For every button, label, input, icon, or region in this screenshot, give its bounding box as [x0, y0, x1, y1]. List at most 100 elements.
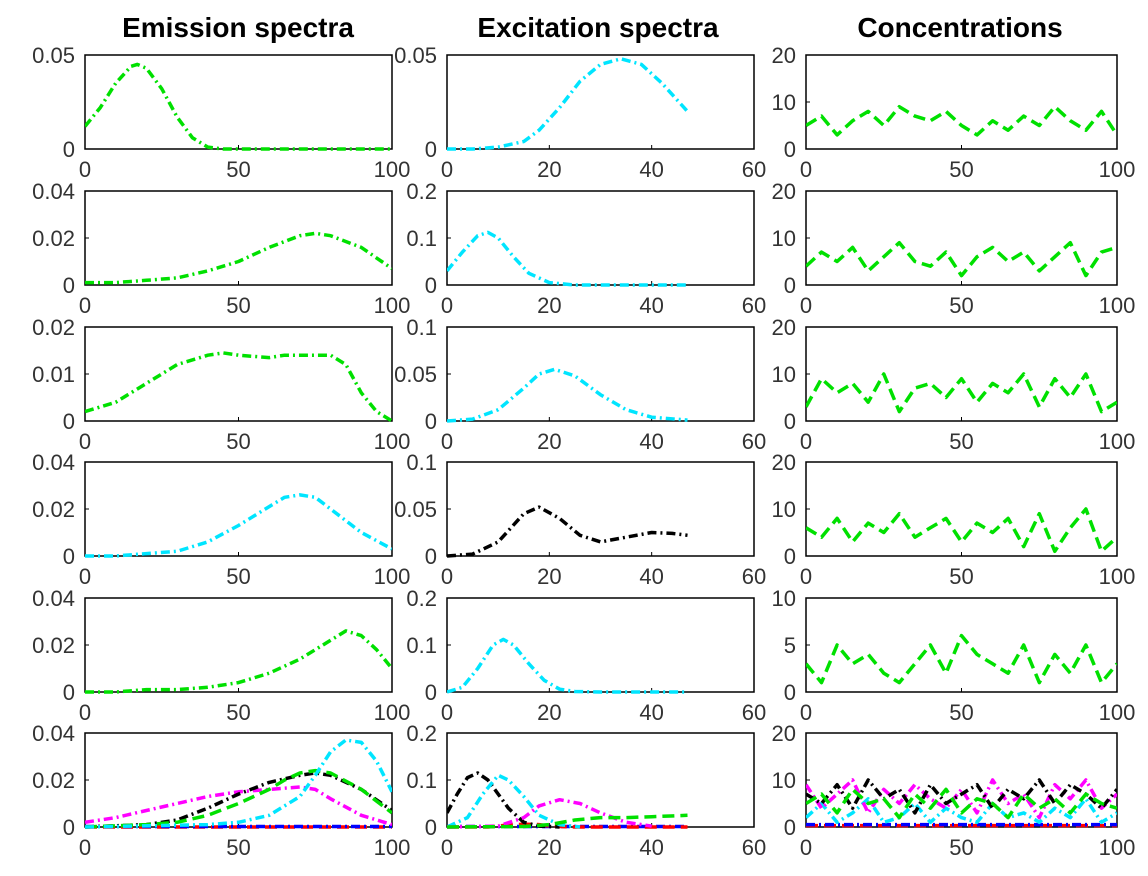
series-line-green [806, 787, 1117, 820]
series-group [447, 57, 689, 151]
y-tick-label: 0 [425, 409, 437, 434]
y-tick-label: 0.02 [32, 315, 75, 340]
axes-frame [805, 597, 1118, 693]
series-line-black [447, 505, 688, 558]
y-tick-label: 0 [784, 273, 796, 298]
series-line-cyan [806, 797, 1117, 825]
x-tick-label: 50 [226, 835, 250, 860]
y-tick-label: 0 [784, 544, 796, 569]
y-tick-label: 0.02 [32, 226, 75, 251]
x-tick-label: 60 [742, 835, 766, 860]
x-tick-label: 0 [441, 835, 453, 860]
series-group [447, 367, 688, 423]
series-line-magenta [447, 797, 652, 829]
y-tick-label: 10 [772, 90, 796, 115]
x-tick-label: 50 [949, 429, 973, 454]
x-tick-label: 40 [639, 700, 663, 725]
y-tick-label: 0 [63, 273, 75, 298]
x-tick-label: 60 [742, 157, 766, 182]
axes-frame [805, 54, 1118, 150]
series-line-black [447, 771, 560, 829]
axes-frame [84, 597, 393, 693]
x-tick-label: 20 [537, 157, 561, 182]
axes-frame [84, 461, 393, 557]
series-line-green [447, 813, 688, 829]
x-tick-label: 100 [1099, 835, 1136, 860]
y-tick-label: 0.2 [406, 179, 437, 204]
x-tick-label: 0 [79, 293, 91, 318]
x-tick-label: 60 [742, 564, 766, 589]
y-tick-label: 0 [63, 680, 75, 705]
x-tick-label: 0 [79, 157, 91, 182]
series-group [85, 62, 392, 151]
y-tick-label: 0.05 [394, 362, 437, 387]
y-tick-label: 0.04 [32, 179, 75, 204]
subplot-r1c1: 0 50 100 0 0.05 [32, 43, 410, 182]
y-tick-label: 20 [772, 721, 796, 746]
axes-frame [446, 461, 755, 557]
subplot-r3c3: 0 50 100 0 10 20 [772, 315, 1136, 454]
y-tick-label: 0.04 [32, 721, 75, 746]
y-tick-label: 0 [784, 815, 796, 840]
x-tick-label: 0 [441, 293, 453, 318]
series-line-green [806, 104, 1117, 137]
series-line-green [85, 768, 392, 829]
x-tick-label: 20 [537, 429, 561, 454]
series-line-green [806, 633, 1117, 685]
series-line-cyan [85, 493, 392, 558]
x-tick-label: 0 [800, 700, 812, 725]
series-line-cyan [447, 57, 689, 151]
series-group [85, 351, 392, 423]
y-tick-label: 0 [63, 409, 75, 434]
series-group [806, 507, 1117, 554]
x-tick-label: 100 [374, 700, 411, 725]
y-tick-label: 0.05 [394, 497, 437, 522]
y-tick-label: 0 [425, 815, 437, 840]
x-tick-label: 100 [1099, 157, 1136, 182]
y-tick-label: 0.04 [32, 450, 75, 475]
y-tick-label: 0 [63, 815, 75, 840]
x-tick-label: 100 [374, 835, 411, 860]
y-tick-label: 0 [784, 137, 796, 162]
x-tick-label: 60 [742, 293, 766, 318]
y-tick-label: 0 [425, 544, 437, 569]
axes-frame [446, 190, 755, 286]
x-tick-label: 0 [441, 700, 453, 725]
x-tick-label: 50 [226, 293, 250, 318]
x-tick-label: 0 [441, 157, 453, 182]
axes-frame [805, 190, 1118, 286]
axes-frame [446, 54, 755, 150]
series-line-cyan [447, 773, 581, 829]
series-line-green [806, 372, 1117, 414]
series-line-cyan [447, 637, 688, 694]
subplot-r2c2: 0 20 40 60 0 0.1 0.2 [406, 179, 766, 318]
x-tick-label: 40 [639, 429, 663, 454]
series-group [806, 240, 1117, 278]
series-line-green [806, 507, 1117, 554]
y-tick-label: 20 [772, 179, 796, 204]
axes-frame [84, 326, 393, 422]
axes-frame [805, 461, 1118, 557]
y-tick-label: 0.04 [32, 586, 75, 611]
y-tick-label: 10 [772, 362, 796, 387]
x-tick-label: 100 [1099, 429, 1136, 454]
x-tick-label: 100 [374, 564, 411, 589]
series-group [85, 231, 392, 285]
x-tick-label: 50 [949, 700, 973, 725]
subplot-r4c3: 0 50 100 0 10 20 [772, 450, 1136, 589]
y-tick-label: 0.05 [32, 43, 75, 68]
subplot-r4c1: 0 50 100 0 0.02 0.04 [32, 450, 410, 589]
subplot-r2c3: 0 50 100 0 10 20 [772, 179, 1136, 318]
y-tick-label: 0 [784, 680, 796, 705]
subplot-r6c1: 0 50 100 0 0.02 0.04 [32, 721, 410, 860]
axes-frame [446, 597, 755, 693]
series-line-cyan [447, 230, 688, 287]
series-group [85, 493, 392, 558]
y-tick-label: 10 [772, 497, 796, 522]
series-group [85, 629, 392, 694]
subplot-r2c1: 0 50 100 0 0.02 0.04 [32, 179, 410, 318]
subplot-r3c2: 0 20 40 60 0 0.05 0.1 [394, 315, 766, 454]
subplot-r3c1: 0 50 100 0 0.01 0.02 [32, 315, 410, 454]
